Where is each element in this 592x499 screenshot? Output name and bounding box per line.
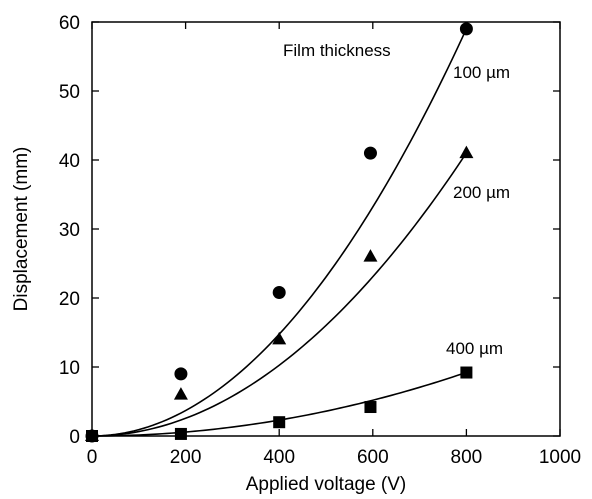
y-tick-label: 10	[59, 358, 80, 379]
data-point-triangle	[272, 331, 287, 345]
y-tick-label: 50	[59, 82, 80, 103]
x-axis-title: Applied voltage (V)	[246, 474, 407, 495]
data-markers	[85, 22, 474, 443]
data-point-triangle	[173, 387, 188, 400]
y-tick-label: 20	[59, 289, 80, 310]
fit-curve	[91, 152, 468, 437]
fit-curves	[91, 28, 468, 437]
x-tick-label: 1000	[539, 447, 581, 468]
series-labels: 100 µm 200 µm 400 µm	[446, 63, 510, 358]
y-tick-label: 30	[59, 220, 80, 241]
x-tick-label: 400	[263, 447, 295, 468]
x-tick-label: 0	[87, 447, 98, 468]
plot-frame	[91, 21, 561, 437]
data-point-square	[460, 366, 473, 379]
data-point-square	[174, 427, 187, 440]
y-axis-title: Displacement (mm)	[11, 147, 32, 312]
y-tick-label: 60	[59, 13, 80, 34]
data-point-triangle	[363, 249, 378, 262]
data-point-square	[86, 430, 98, 442]
data-point-circle	[272, 285, 286, 299]
data-point-square	[364, 401, 377, 414]
y-tick-label: 40	[59, 151, 80, 172]
y-tick-label: 0	[69, 427, 80, 448]
data-point-circle	[174, 367, 188, 381]
series-label: 400 µm	[446, 339, 503, 358]
x-tick-label: 200	[170, 447, 202, 468]
series-label: 100 µm	[453, 63, 510, 82]
series-label: 200 µm	[453, 183, 510, 202]
data-point-circle	[363, 146, 377, 160]
axis-ticks: 0 200 400 600 800 1000 0 10 20 30 40 50 60	[59, 13, 581, 468]
x-tick-label: 600	[357, 447, 389, 468]
annotation-film-thickness: Film thickness	[283, 41, 391, 60]
data-point-circle	[459, 22, 473, 36]
data-point-square	[273, 416, 286, 429]
data-point-triangle	[459, 145, 474, 159]
x-tick-label: 800	[451, 447, 483, 468]
